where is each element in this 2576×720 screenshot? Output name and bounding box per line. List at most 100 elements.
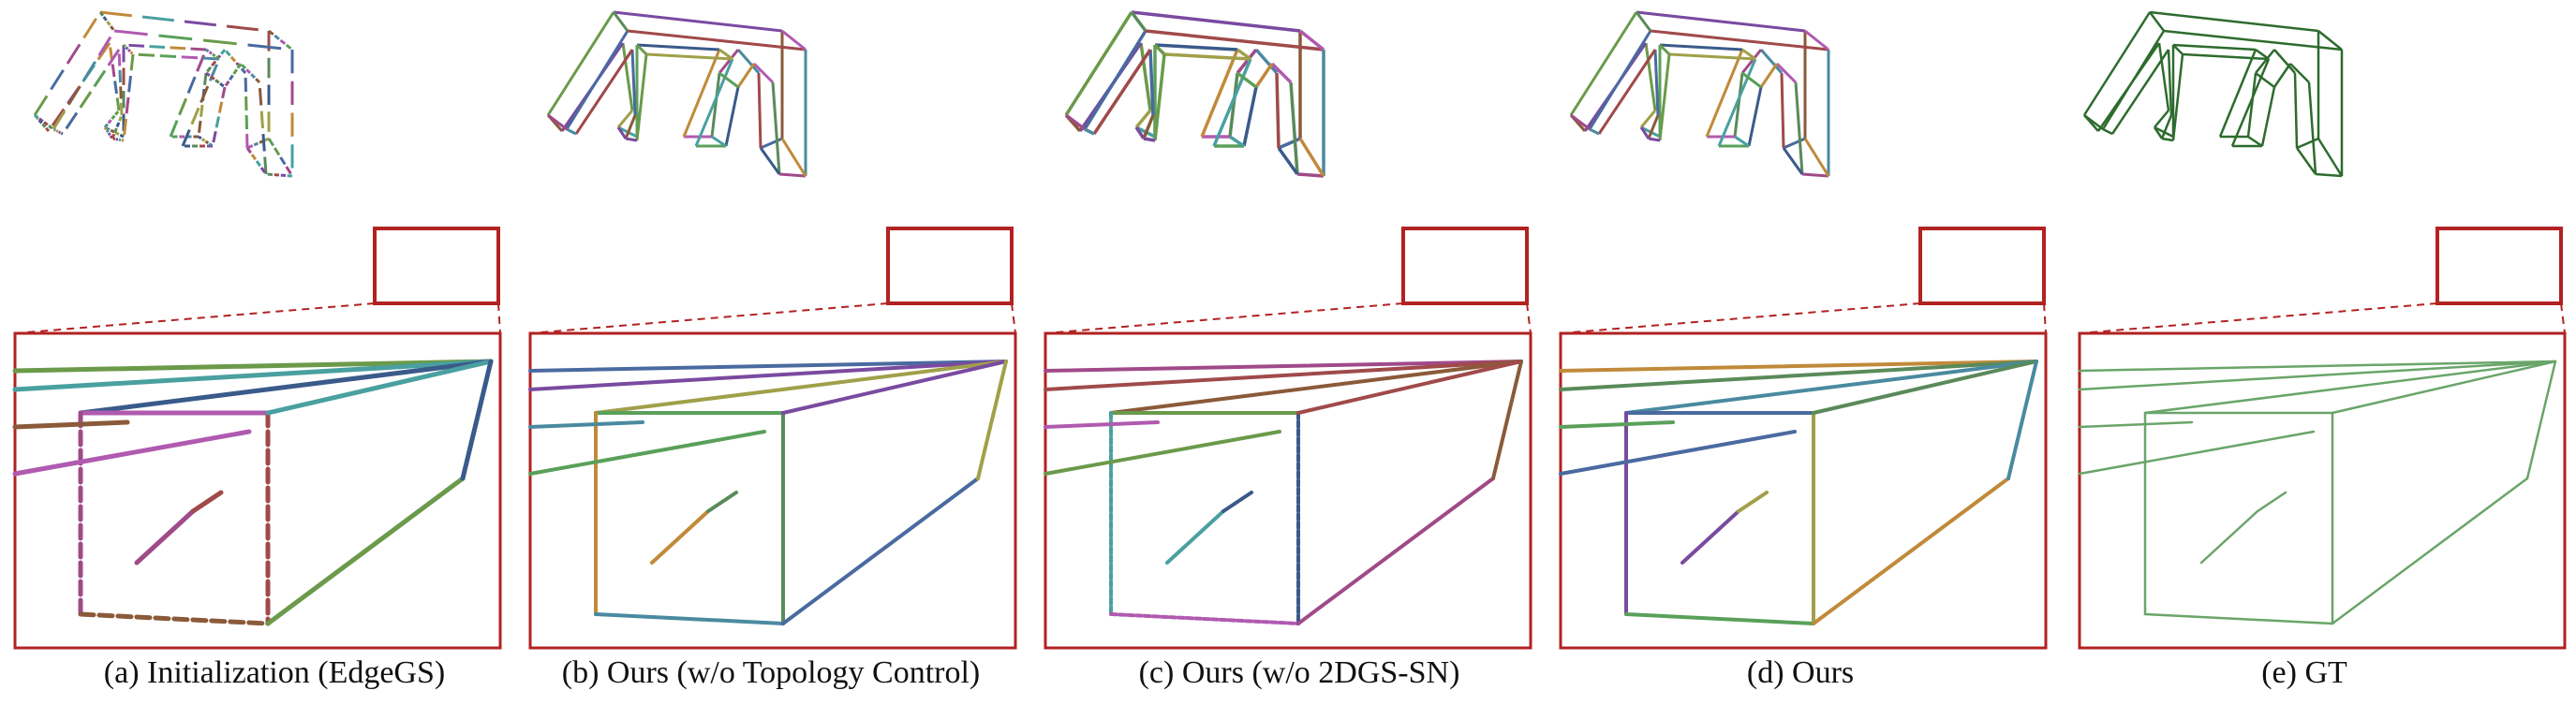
wire-edge [121,86,122,98]
zoom-guide-left [1045,303,1403,333]
zoom-panel-c [1045,333,1531,648]
caption-c: (c) Ours (w/o 2DGS-SN) [1139,655,1460,691]
wire-edge [1719,59,1755,146]
wire-edge [1300,139,1324,176]
zoom-guide-right [1527,303,1531,333]
zoom-panel-b [530,333,1015,648]
wire-edge [192,108,199,124]
panel-a [35,12,292,176]
panel-b [548,12,806,176]
wire-edge [2183,54,2269,59]
wire-edge [182,57,198,58]
zoom-selector-box [375,228,498,303]
wire-edge [257,161,260,166]
zoom-guide-right [2044,303,2046,333]
wire-edge [131,52,133,54]
wire-edge [180,98,186,114]
wire-edge [117,98,119,111]
wire-edge [160,56,176,57]
wire-edge [726,87,738,146]
wire-edge [1144,139,1155,140]
wire-edge [773,82,779,174]
wire-edge [782,139,806,176]
wire-edge [2274,64,2290,87]
wire-edge [2173,54,2183,140]
wire-edge [2103,129,2112,134]
wire-edge [150,47,166,48]
zoom-panel-frame [1561,333,2046,648]
wire-edge [115,111,118,114]
caption-e: (e) GT [2261,655,2347,691]
wire-edge [234,69,237,74]
zoom-selector-box [1403,228,1527,303]
wire-edge [35,96,47,115]
zoom-panel-a [15,333,500,648]
wire-edge [256,79,259,82]
wire-edge [206,50,209,51]
wire-edge [1590,129,1599,134]
wire-edge [206,141,209,143]
wire-edge [54,129,56,130]
wire-edge [67,44,80,64]
wire-edge [109,133,111,135]
wire-edge [121,103,122,115]
wire-edge [614,12,782,31]
caption-a: (a) Initialization (EdgeGS) [104,655,445,691]
wire-edge [1777,64,1796,82]
zoom-guide-left [530,303,888,333]
wire-edge [126,97,128,113]
zoom-selector-box [888,228,1012,303]
wire-edge [126,48,128,50]
wire-edge [212,62,215,66]
wire-edge [84,62,96,81]
wire-edge [2248,137,2262,146]
wire-edge [112,134,114,139]
wire-edge [567,31,628,129]
wire-edge [205,73,207,85]
wire-edge [112,116,115,119]
wire-edge [2297,139,2318,148]
wire-edge [139,54,155,55]
zoom-panel-frame [2080,333,2565,648]
wire-edge [1636,12,1651,31]
wire-edge [112,65,114,78]
wire-edge [614,12,628,31]
wire-edge [269,139,274,146]
wire-edge [2150,12,2164,31]
wire-edge [252,154,256,159]
wire-edge [125,119,126,135]
wire-edge [2150,12,2318,31]
zoom-panel-frame [15,333,500,648]
wire-edge [2297,148,2316,174]
wire-edge [263,134,264,151]
wire-edge [254,143,258,145]
wire-edge [248,146,252,148]
wire-edge [81,92,91,108]
wire-edge [128,50,130,51]
wire-edge [1297,174,1324,176]
wire-edge [219,102,221,113]
wire-edge [202,140,205,141]
wire-edge [109,120,111,123]
wire-edge [2290,64,2309,82]
wire-edge [226,51,229,56]
wire-edge [200,121,201,133]
wire-edge [46,128,49,131]
wire-edge [231,57,235,62]
zoom-selector-box [2437,228,2561,303]
wire-edge [779,174,806,176]
wire-edge [2084,12,2150,115]
zoom-panel-e [2080,333,2565,648]
wire-edge [203,40,237,44]
wire-edge [1571,12,1636,115]
wire-edge [229,76,232,81]
wire-edge [754,64,773,82]
wire-edge [1669,54,1755,59]
wire-edge [1164,54,1251,59]
wire-edge [104,17,107,21]
wire-edge [199,137,201,139]
zoom-guide-right [1012,303,1015,333]
wire-edge [1590,31,1651,129]
wire-edge [84,19,96,38]
wire-edge [226,81,229,86]
